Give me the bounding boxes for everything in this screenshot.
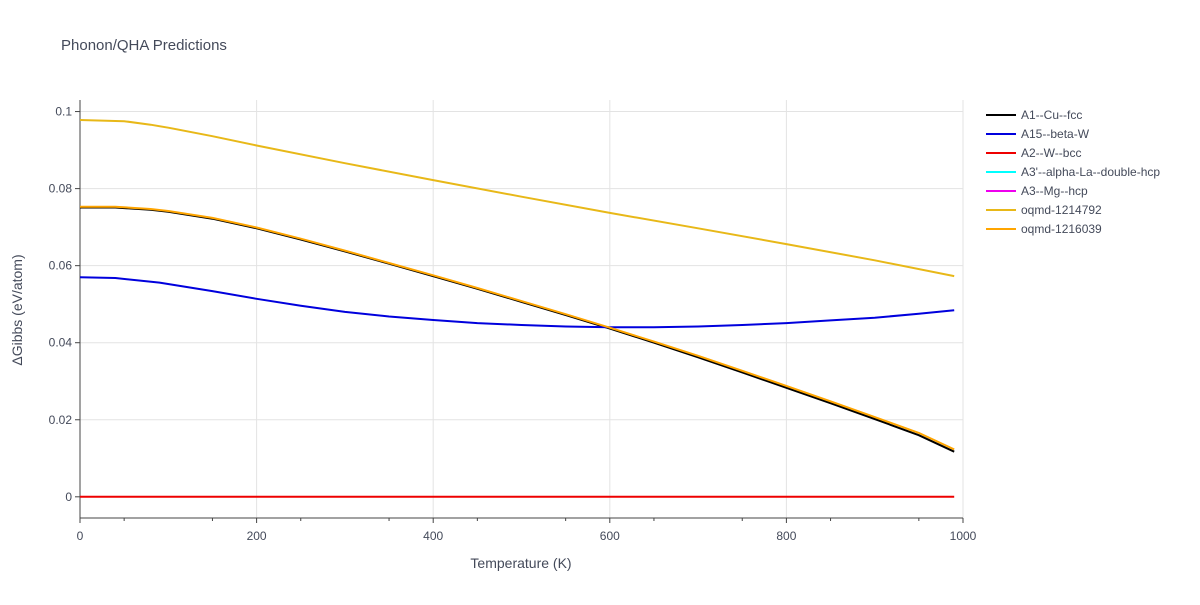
legend-item[interactable]: A3--Mg--hcp xyxy=(986,184,1088,198)
x-tick-label: 1000 xyxy=(950,529,977,543)
legend-label: A1--Cu--fcc xyxy=(1021,108,1082,122)
legend-label: A2--W--bcc xyxy=(1021,146,1081,160)
axes xyxy=(75,100,964,523)
y-tick-label: 0.1 xyxy=(55,105,72,119)
legend-label: A3--Mg--hcp xyxy=(1021,184,1088,198)
legend-item[interactable]: A15--beta-W xyxy=(986,127,1090,141)
series-line xyxy=(79,276,955,329)
chart-title: Phonon/QHA Predictions xyxy=(61,37,227,54)
y-axis-label: ΔGibbs (eV/atom) xyxy=(9,254,25,365)
legend-label: oqmd-1216039 xyxy=(1021,222,1102,236)
x-tick-label: 800 xyxy=(776,529,796,543)
y-tick-label: 0.02 xyxy=(49,413,73,427)
y-tick-label: 0.04 xyxy=(49,336,73,350)
tick-labels: 0 200 400 600 800 1000 0 0.02 0.04 0.06 0.08 0.1 xyxy=(49,105,977,543)
y-tick-label: 0 xyxy=(65,490,72,504)
x-tick-label: 600 xyxy=(600,529,620,543)
legend-label: A3'--alpha-La--double-hcp xyxy=(1021,165,1160,179)
y-tick-label: 0.08 xyxy=(49,182,73,196)
legend-item[interactable]: oqmd-1216039 xyxy=(986,222,1102,236)
legend: A1--Cu--fcc A15--beta-W A2--W--bcc A3'--alp… xyxy=(986,108,1160,236)
x-tick-label: 400 xyxy=(423,529,443,543)
grid-lines xyxy=(80,100,964,518)
legend-item[interactable]: oqmd-1214792 xyxy=(986,203,1102,217)
series-line xyxy=(80,206,955,453)
legend-label: oqmd-1214792 xyxy=(1021,203,1102,217)
x-axis-label: Temperature (K) xyxy=(470,555,571,571)
x-tick-label: 0 xyxy=(77,529,84,543)
legend-item[interactable]: A2--W--bcc xyxy=(986,146,1081,160)
y-tick-label: 0.06 xyxy=(49,259,73,273)
legend-label: A15--beta-W xyxy=(1021,127,1090,141)
series-line xyxy=(79,119,955,278)
series-lines xyxy=(79,119,955,498)
legend-item[interactable]: A1--Cu--fcc xyxy=(986,108,1082,122)
legend-item[interactable]: A3'--alpha-La--double-hcp xyxy=(986,165,1160,179)
series-line xyxy=(80,205,955,451)
x-tick-label: 200 xyxy=(247,529,267,543)
